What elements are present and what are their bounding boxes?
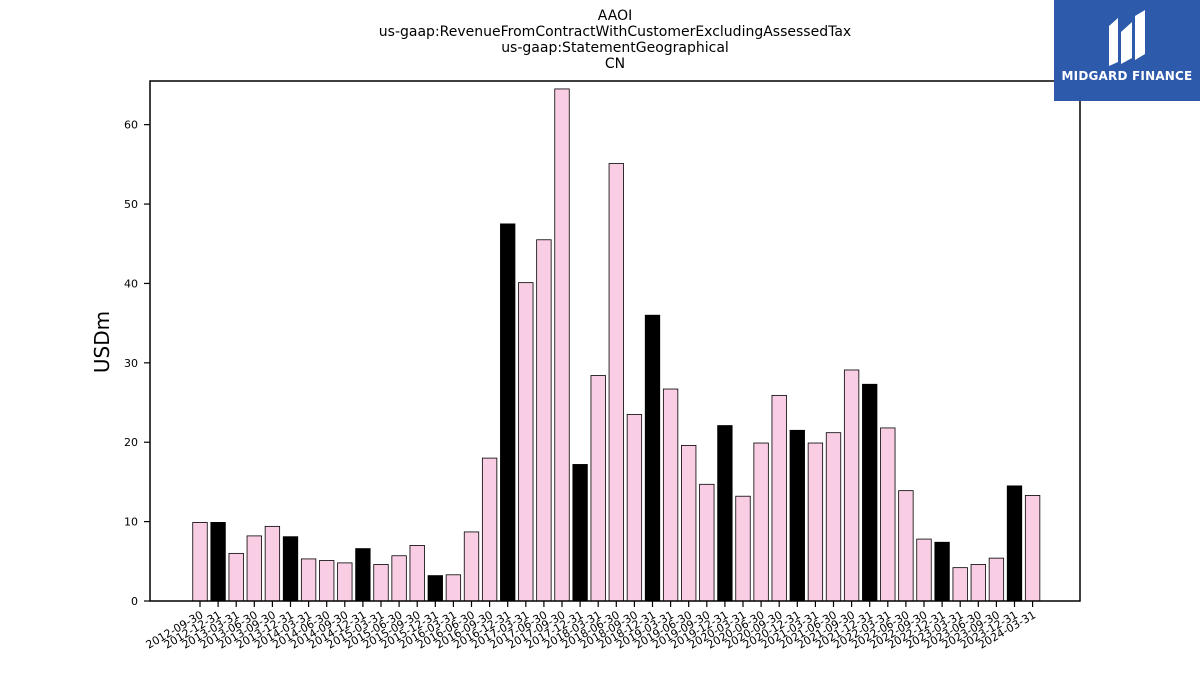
bar-2019-12-31 [717,425,733,602]
bar-2016-06-30 [463,531,480,602]
y-tick-label-30: 30 [124,357,138,370]
bar-2021-12-31 [862,383,878,602]
bar-2015-12-31 [427,575,443,602]
bar-2021-09-30 [843,369,860,602]
y-tick-label-60: 60 [124,119,138,132]
bar-2019-09-30 [699,483,715,602]
chart-title-line-4: CN [604,56,626,72]
bar-2020-03-31 [735,495,751,602]
bar-2022-12-31 [934,541,950,602]
bar-2024-03-31 [1024,495,1041,602]
bar-2016-09-30 [481,457,498,602]
bar-2021-03-31 [807,442,824,602]
bar-2014-03-31 [300,558,317,602]
bar-2019-03-31 [662,388,679,602]
brand-logo: MIDGARD FINANCE [1054,0,1200,101]
y-tick-label-40: 40 [124,277,138,290]
bar-2023-12-31 [1006,485,1023,602]
bar-2017-06-30 [536,239,552,602]
bar-2023-03-31 [952,567,968,602]
bar-2013-12-31 [282,536,299,602]
bar-2019-06-30 [681,444,697,602]
bar-2014-12-31 [355,548,371,602]
bar-2015-09-30 [409,545,425,602]
y-tick-label-20: 20 [124,436,138,449]
bar-2021-06-30 [825,432,842,602]
bar-2017-09-30 [554,88,570,602]
bar-2023-06-30 [970,564,986,602]
bar-2022-03-31 [880,427,896,602]
bar-2022-06-30 [898,490,914,602]
chart-title-line-1: AAOI [597,8,633,24]
bar-2013-03-31 [228,552,244,602]
chart-title-line-2: us-gaap:RevenueFromContractWithCustomerE… [378,24,852,40]
bar-2023-09-30 [988,557,1005,602]
bar-2013-06-30 [246,535,262,602]
bar-2015-03-31 [373,564,389,602]
bar-2018-09-30 [626,414,643,602]
y-tick-label-50: 50 [124,198,138,211]
bar-2018-06-30 [608,163,624,602]
chart-title-line-3: us-gaap:StatementGeographical [501,40,729,56]
bar-2013-09-30 [264,525,281,602]
y-tick-label-0: 0 [131,595,138,608]
bar-2012-09-30 [192,522,208,602]
logo-text: MIDGARD FINANCE [1061,69,1193,83]
bar-2016-12-31 [500,223,516,602]
bar-2015-06-30 [391,555,407,602]
bar-2017-03-31 [518,282,534,602]
bar-2022-09-30 [916,538,932,602]
bar-2020-06-30 [753,442,769,602]
plot-frame [149,80,1081,602]
bar-2016-03-31 [445,574,462,602]
bar-2018-12-31 [644,314,661,602]
bar-2012-12-31 [210,522,226,602]
bar-2020-12-31 [789,429,805,602]
bar-2017-12-31 [572,464,588,602]
bar-2014-09-30 [337,562,353,602]
bar-2020-09-30 [771,394,787,602]
logo-mark-icon [1109,10,1145,66]
bar-2018-03-31 [590,375,606,602]
bar-2014-06-30 [319,560,335,602]
y-tick-label-10: 10 [124,516,138,529]
